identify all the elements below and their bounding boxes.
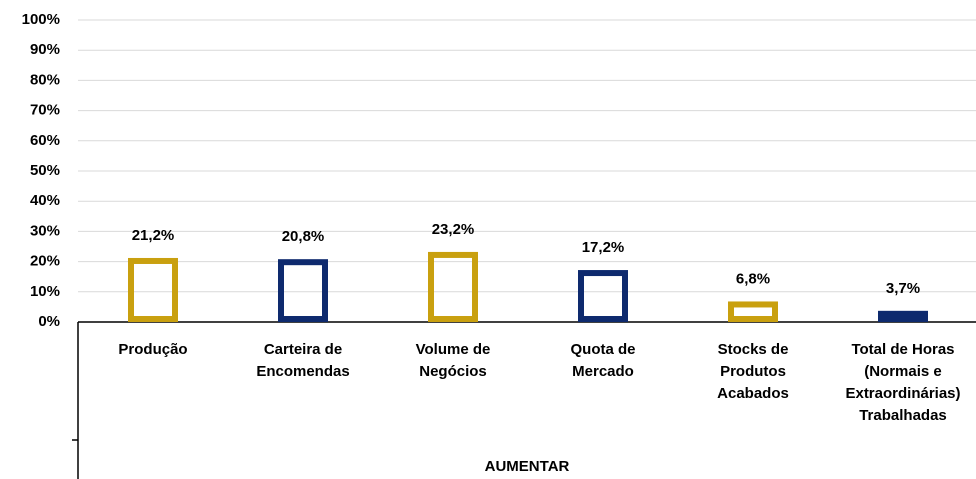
y-tick-label: 30% — [30, 222, 60, 239]
y-tick-label: 0% — [38, 313, 60, 330]
x-tick-line: Mercado — [572, 363, 634, 380]
x-tick-line: Carteira de — [264, 341, 342, 358]
x-tick-line: Produtos — [720, 363, 786, 380]
y-tick-label: 60% — [30, 132, 60, 149]
x-tick-line: Acabados — [717, 385, 789, 402]
x-tick-line: Quota de — [570, 341, 635, 358]
x-tick-label: Quota de Mercado — [570, 341, 635, 380]
group-label: AUMENTAR — [485, 458, 570, 475]
y-tick-label: 20% — [30, 253, 60, 270]
x-tick-line: Extraordinárias) — [845, 385, 960, 402]
x-tick-label: Produção — [118, 341, 187, 358]
x-tick-label: Total de Horas (Normais e Extraordinárias)… — [845, 341, 960, 424]
y-tick-label: 40% — [30, 192, 60, 209]
x-tick-line: Volume de — [416, 341, 491, 358]
x-tick-label: Stocks de Produtos Acabados — [717, 341, 789, 402]
bar — [278, 259, 328, 322]
bar — [428, 251, 478, 323]
y-tick-label: 90% — [30, 41, 60, 58]
bar — [128, 257, 178, 323]
y-tick-label: 80% — [30, 71, 60, 88]
bar — [578, 270, 628, 322]
x-tick-label: Carteira de Encomendas — [256, 341, 349, 380]
y-tick-label: 10% — [30, 283, 60, 300]
x-tick-line: Encomendas — [256, 363, 349, 380]
value-label: 3,7% — [886, 280, 920, 297]
x-tick-line: (Normais e — [864, 363, 942, 380]
x-tick-line: Stocks de — [718, 341, 789, 358]
value-label: 21,2% — [132, 227, 175, 244]
x-tick-label: Volume de Negócios — [416, 341, 491, 380]
bar — [728, 301, 778, 322]
y-tick-label: 70% — [30, 102, 60, 119]
y-tick-label: 100% — [22, 11, 60, 28]
bar — [878, 310, 928, 322]
y-tick-label: 50% — [30, 162, 60, 179]
value-label: 23,2% — [432, 221, 475, 238]
value-label: 20,8% — [282, 228, 325, 245]
x-tick-line: Total de Horas — [851, 341, 954, 358]
value-label: 6,8% — [736, 270, 770, 287]
value-label: 17,2% — [582, 239, 625, 256]
x-tick-line: Trabalhadas — [859, 407, 947, 424]
x-tick-line: Produção — [118, 341, 187, 358]
x-tick-line: Negócios — [419, 363, 487, 380]
